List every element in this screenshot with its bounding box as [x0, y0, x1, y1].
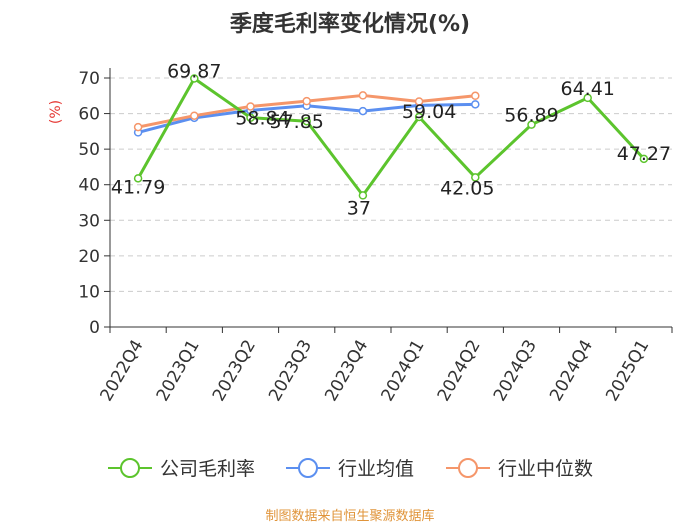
data-point: [246, 102, 255, 111]
data-point: [639, 154, 649, 164]
data-point: [246, 113, 255, 122]
x-tick-label: 2025Q1: [602, 336, 653, 404]
y-tick-label: 10: [78, 282, 100, 302]
grid-layer: [110, 77, 672, 292]
y-tick-label: 40: [78, 176, 100, 196]
legend-label: 行业中位数: [498, 458, 593, 480]
data-point: [527, 120, 536, 129]
x-tick-label: 2023Q3: [265, 336, 316, 404]
data-point: [358, 191, 368, 200]
x-tick-label: 2024Q3: [490, 336, 541, 404]
data-point: [583, 93, 592, 103]
series-layer: [133, 74, 649, 200]
series-line: [136, 76, 646, 197]
data-label: 41.79: [111, 176, 165, 198]
data-point: [471, 173, 480, 182]
data-label: 58.84: [235, 108, 289, 130]
x-tick-label: 2024Q2: [434, 336, 485, 404]
data-label: 56.89: [504, 105, 558, 127]
data-label: 64.41: [560, 78, 614, 100]
y-tick-label: 50: [78, 140, 100, 160]
y-tick-label: 30: [78, 211, 100, 231]
legend-label: 公司毛利率: [160, 458, 255, 480]
legend[interactable]: 公司毛利率 行业均值 行业中位数: [108, 458, 593, 480]
x-tick-label: 2024Q1: [378, 336, 429, 404]
data-point: [358, 106, 368, 116]
data-point: [471, 100, 480, 109]
data-point: [133, 122, 143, 132]
y-tick-label: 70: [78, 69, 100, 89]
data-label: 57.85: [269, 111, 323, 133]
x-tick-label: 2024Q4: [546, 336, 597, 404]
y-axis-label: (%): [48, 100, 64, 124]
legend-item[interactable]: 行业中位数: [446, 458, 593, 480]
legend-marker: [120, 458, 140, 478]
data-label: 59.04: [402, 101, 456, 123]
legend-item[interactable]: 行业均值: [286, 458, 414, 480]
data-point: [414, 112, 424, 122]
data-label: 37: [347, 197, 371, 219]
data-label: 69.87: [167, 60, 221, 82]
x-tick-label: 2023Q1: [153, 336, 204, 404]
chart-title: 季度毛利率变化情况(%): [229, 12, 471, 37]
x-tick-label: 2023Q2: [209, 336, 260, 404]
data-point: [190, 74, 199, 83]
data-point: [302, 116, 311, 126]
data-point: [358, 91, 368, 100]
legend-marker: [298, 458, 318, 478]
y-tick-label: 20: [78, 247, 100, 267]
x-tick-label: 2023Q4: [321, 336, 372, 404]
data-point: [414, 97, 424, 106]
y-tick-label: 60: [78, 105, 100, 125]
legend-item[interactable]: 公司毛利率: [108, 458, 255, 480]
data-point: [190, 111, 199, 120]
legend-label: 行业均值: [338, 458, 414, 480]
data-point: [302, 96, 311, 106]
data-point: [471, 91, 480, 101]
legend-marker: [458, 458, 478, 478]
x-tick-label: 2022Q4: [97, 336, 148, 404]
data-label: 42.05: [440, 177, 494, 199]
y-tick-label: 0: [89, 318, 100, 338]
data-point: [133, 174, 143, 183]
source-note: 制图数据来自恒生聚源数据库: [265, 509, 435, 524]
data-label: 47.27: [617, 143, 671, 165]
